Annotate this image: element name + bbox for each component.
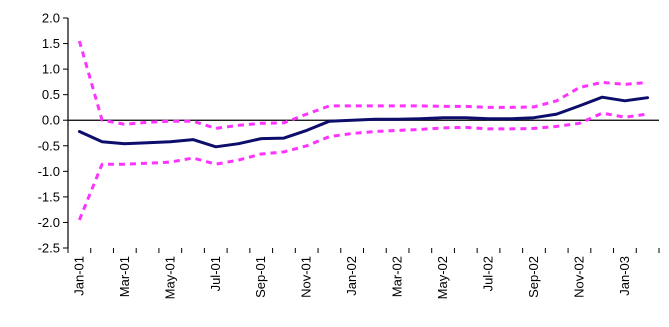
x-tick-label: Jan-03 — [617, 256, 632, 296]
x-tick-label: May-01 — [162, 256, 177, 299]
y-axis-ticks: 2.0 1.5 1.0 0.5 0.0 -0.5 -1.0 -1.5 -2.0 -2.5 — [38, 11, 68, 256]
x-tick-label: Mar-02 — [390, 256, 405, 297]
x-tick-label: Mar-01 — [117, 256, 132, 297]
series-line-upper-band — [77, 40, 648, 130]
x-tick-label: Nov-01 — [299, 256, 314, 298]
y-tick-label: -2.5 — [38, 241, 60, 256]
x-tick-label: Jul-01 — [208, 256, 223, 291]
y-tick-label: 1.0 — [42, 62, 60, 77]
y-tick-label: 0.0 — [42, 113, 60, 128]
y-tick-label: -2.0 — [38, 215, 60, 230]
x-tick-label: May-02 — [435, 256, 450, 299]
series-layer — [77, 40, 650, 221]
y-tick-label: 1.5 — [42, 36, 60, 51]
y-tick-label: 2.0 — [42, 11, 60, 26]
y-tick-label: 0.5 — [42, 87, 60, 102]
y-tick-label: -1.5 — [38, 189, 60, 204]
x-tick-label: Jan-01 — [71, 256, 86, 296]
x-tick-label: Sep-02 — [526, 256, 541, 298]
y-tick-label: -1.0 — [38, 164, 60, 179]
x-tick-label: Jan-02 — [344, 256, 359, 296]
series-line-estimate — [77, 95, 650, 149]
x-tick-label: Nov-02 — [571, 256, 586, 298]
series-line-lower-band — [78, 111, 648, 221]
x-tick-label: Sep-01 — [253, 256, 268, 298]
y-tick-label: -0.5 — [38, 138, 60, 153]
x-tick-label: Jul-02 — [481, 256, 496, 291]
x-axis-ticks: Jan-01 Mar-01 May-01 Jul-01 Sep-01 Nov-01 Jan-… — [67, 248, 660, 299]
